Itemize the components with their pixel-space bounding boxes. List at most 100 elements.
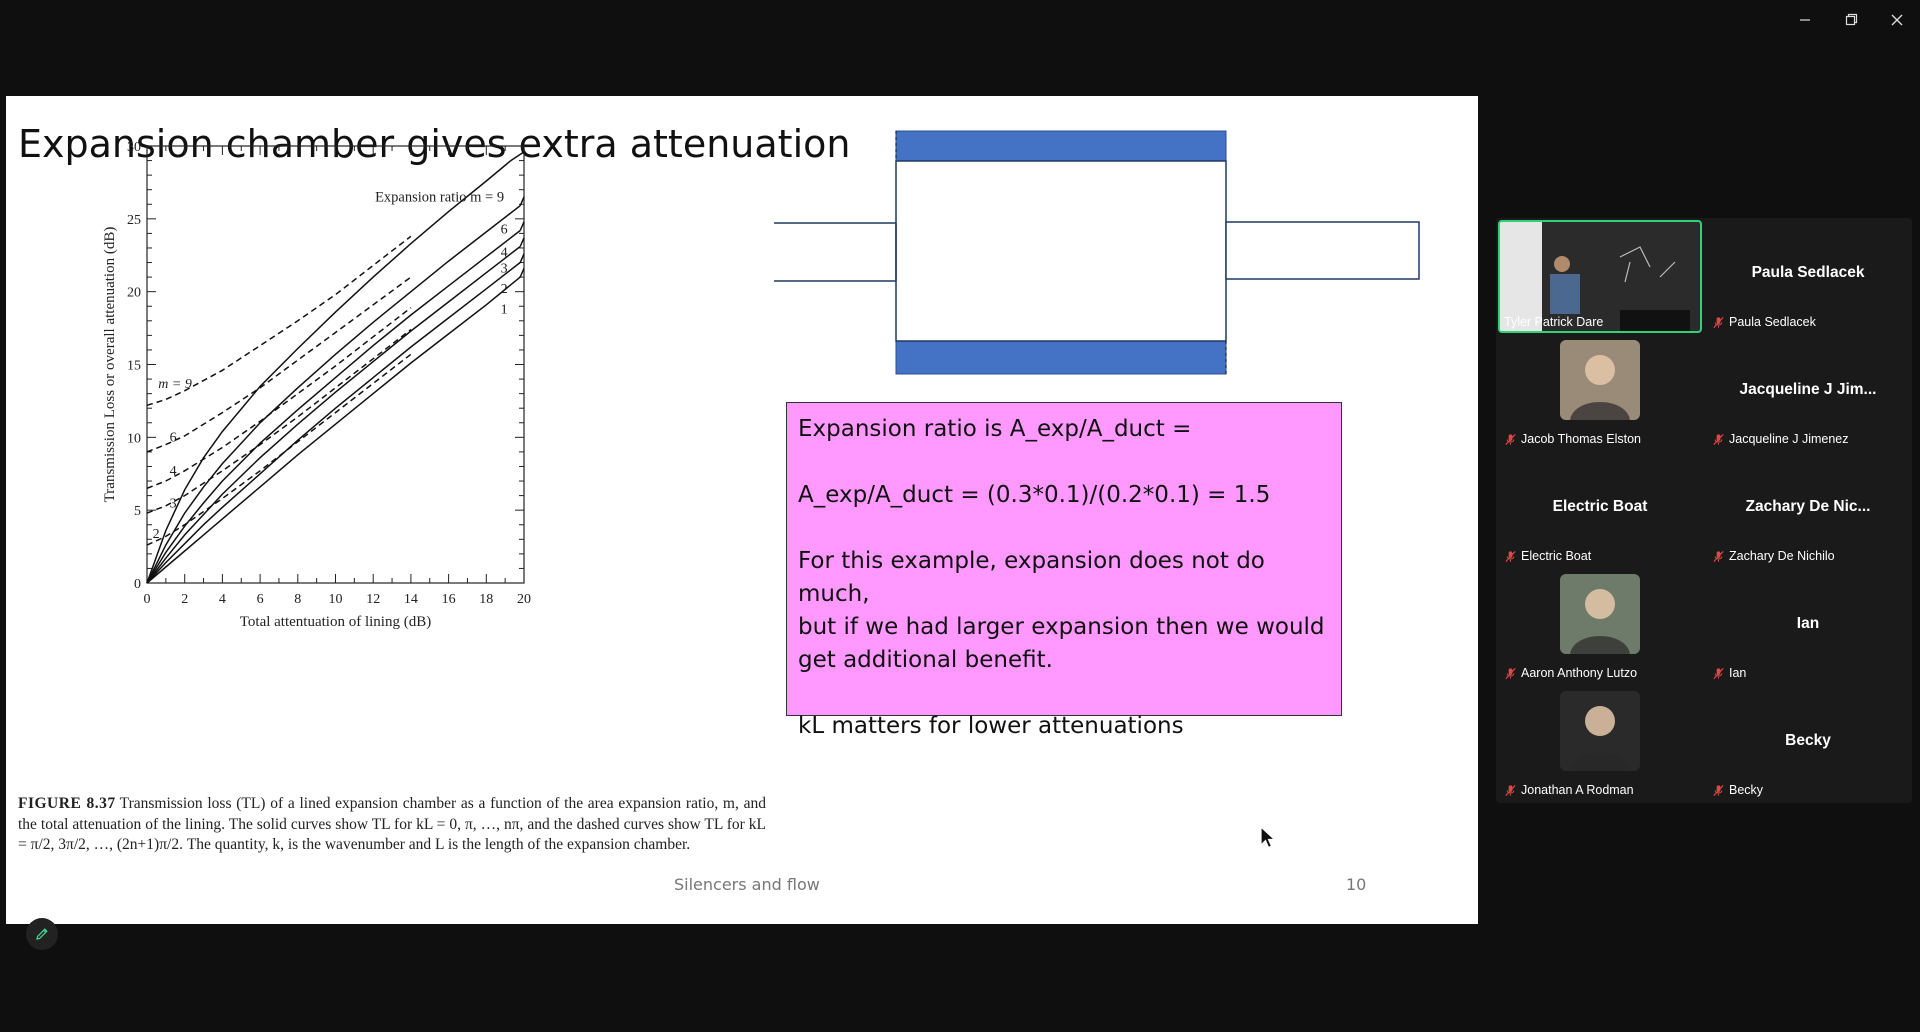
mic-muted-icon [1713, 316, 1724, 328]
solid-series-label: 1 [501, 303, 508, 318]
participant-name-label: Tyler Patrick Dare [1504, 315, 1603, 329]
x-axis-label: Total attentuation of lining (dB) [240, 614, 431, 630]
y-tick-label: 15 [127, 359, 141, 374]
solid-series-tail [519, 237, 525, 247]
x-tick-label: 12 [366, 592, 380, 607]
participant-photo [1560, 691, 1640, 771]
annotate-button[interactable] [26, 918, 58, 950]
solid-series-line [146, 245, 521, 584]
participant-tile[interactable]: Zachary De Nic... Zachary De Nichilo [1704, 452, 1912, 569]
expansion-chamber-diagram [774, 130, 1420, 375]
participant-tile[interactable]: Jacqueline J Jim... Jacqueline J Jimenez [1704, 335, 1912, 452]
participant-display-name: Electric Boat [1552, 498, 1648, 515]
note-line: kL matters for lower attenuations [798, 713, 1184, 739]
mic-muted-icon [1505, 433, 1516, 445]
dashed-series-line [146, 307, 412, 489]
caption-text: Transmission loss (TL) of a lined expans… [18, 795, 766, 853]
outlet-duct [1225, 221, 1420, 280]
participant-tile[interactable]: Aaron Anthony Lutzo [1496, 569, 1704, 686]
note-line: Expansion ratio is A_exp/A_duct = [798, 416, 1192, 442]
participant-display-name: Paula Sedlacek [1751, 264, 1865, 281]
participant-name-label: Becky [1712, 783, 1763, 797]
participant-tile[interactable]: Jacob Thomas Elston [1496, 335, 1704, 452]
avatar-icon [1570, 589, 1630, 654]
solid-series-line [146, 229, 521, 584]
y-tick-label: 20 [127, 286, 141, 301]
solid-series-line [146, 160, 512, 584]
note-line: For this example, expansion does not do … [798, 548, 1265, 607]
avatar-icon [1570, 355, 1630, 420]
mic-muted-icon [1505, 667, 1516, 679]
dashed-series-label: 2 [153, 527, 160, 542]
close-icon [1891, 14, 1903, 26]
participant-display-name: Jacqueline J Jim... [1739, 381, 1877, 398]
y-tick-label: 10 [127, 431, 141, 446]
note-line: but if we had larger expansion then we w… [798, 614, 1325, 640]
participants-panel: Tyler Patrick Dare Paula Sedlacek Paula Se… [1496, 218, 1912, 803]
note-line: A_exp/A_duct = (0.3*0.1)/(0.2*0.1) = 1.5 [798, 482, 1271, 508]
inlet-duct [774, 222, 897, 282]
mouse-cursor-icon [1260, 826, 1277, 849]
restore-icon [1845, 13, 1858, 26]
dashed-series-label: m = 9 [158, 377, 192, 392]
dashed-series-label: 4 [170, 464, 177, 479]
note-line [798, 512, 1330, 545]
x-tick-label: 16 [442, 592, 456, 607]
chart-annotation: Expansion ratio m = 9 [375, 189, 504, 205]
y-tick-label: 0 [134, 577, 141, 592]
solid-series-label: 6 [501, 222, 508, 237]
chart-plot-frame [146, 145, 525, 584]
participant-name: Electric Boat [1521, 549, 1592, 563]
participant-photo [1560, 340, 1640, 420]
dashed-series-line [146, 328, 412, 514]
note-line [798, 677, 1330, 710]
x-tick-label: 6 [257, 592, 264, 607]
participant-name-label: Jacob Thomas Elston [1504, 432, 1641, 446]
mic-muted-icon [1505, 550, 1516, 562]
participant-name-label: Aaron Anthony Lutzo [1504, 666, 1637, 680]
minimize-icon [1800, 19, 1810, 21]
slide-footer-title: Silencers and flow [674, 875, 820, 894]
avatar-icon [1570, 706, 1630, 771]
participant-tile[interactable]: Ian Ian [1704, 569, 1912, 686]
participant-name: Jonathan A Rodman [1521, 783, 1634, 797]
solid-series-tail [519, 268, 525, 278]
x-tick-label: 20 [517, 592, 531, 607]
mic-muted-icon [1713, 667, 1724, 679]
participant-name-label: Jonathan A Rodman [1504, 783, 1634, 797]
dashed-series-label: 6 [170, 431, 177, 446]
chamber-body [895, 160, 1227, 342]
minimize-button[interactable] [1785, 8, 1825, 32]
x-tick-label: 0 [144, 592, 151, 607]
y-tick-label: 5 [134, 504, 141, 519]
video-feed-icon [1500, 222, 1700, 331]
participant-name: Jacob Thomas Elston [1521, 432, 1641, 446]
participant-name: Ian [1729, 666, 1747, 680]
solid-series-tail [519, 253, 525, 263]
close-button[interactable] [1877, 8, 1917, 32]
participant-tile[interactable]: Becky Becky [1704, 686, 1912, 803]
mic-muted-icon [1713, 433, 1724, 445]
restore-button[interactable] [1831, 8, 1871, 32]
shared-screen-slide: Expansion chamber gives extra attenuatio… [6, 96, 1478, 924]
solid-series-label: 4 [501, 246, 508, 261]
x-tick-label: 10 [329, 592, 343, 607]
figure-caption: FIGURE 8.37 Transmission loss (TL) of a l… [18, 794, 766, 856]
x-tick-label: 8 [294, 592, 301, 607]
participant-tile[interactable]: Jonathan A Rodman [1496, 686, 1704, 803]
participant-display-name: Ian [1796, 615, 1820, 632]
y-tick-label: 30 [127, 140, 141, 155]
mic-muted-icon [1505, 784, 1516, 796]
dashed-series-line [146, 353, 412, 546]
participant-tile[interactable]: Electric Boat Electric Boat [1496, 452, 1704, 569]
mic-muted-icon [1713, 550, 1724, 562]
solid-series-line [146, 276, 521, 584]
participant-name-label: Electric Boat [1504, 549, 1591, 563]
note-line [798, 446, 1330, 479]
participant-tile[interactable]: Paula Sedlacek Paula Sedlacek [1704, 218, 1912, 335]
solid-series-line [146, 205, 521, 584]
participant-name: Becky [1729, 783, 1764, 797]
participant-tile[interactable]: Tyler Patrick Dare [1496, 218, 1704, 335]
